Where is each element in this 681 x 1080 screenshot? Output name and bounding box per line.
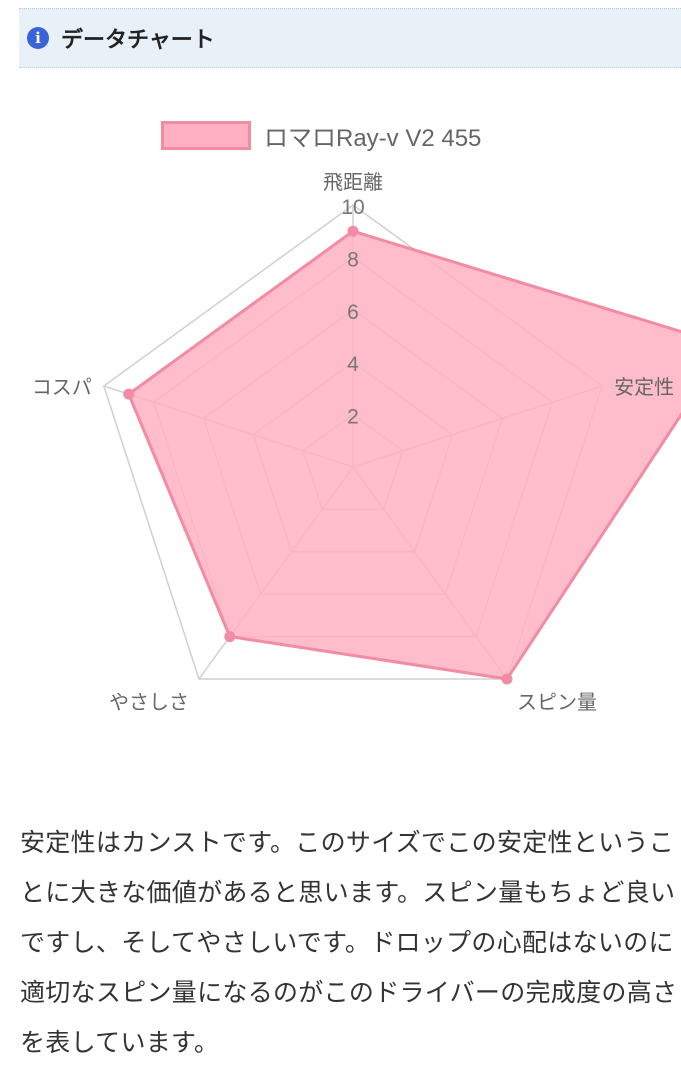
chart-legend[interactable]: ロマロRay-v V2 455 bbox=[161, 118, 481, 153]
info-icon: i bbox=[27, 27, 49, 49]
tick-label: 2 bbox=[347, 406, 359, 429]
series-area bbox=[126, 229, 681, 681]
tick-label: 4 bbox=[347, 353, 359, 376]
axis-label: 飛距離 bbox=[323, 170, 383, 194]
legend-swatch bbox=[161, 121, 251, 150]
data-point-3 bbox=[224, 631, 236, 643]
axis-label: スピン量 bbox=[517, 690, 597, 714]
description-text: 安定性はカンストです。このサイズでこの安定性ということに大きな価値があると思いま… bbox=[20, 828, 678, 1057]
legend-label: ロマロRay-v V2 455 bbox=[264, 125, 482, 152]
data-point-2 bbox=[501, 673, 513, 685]
tick-label: 10 bbox=[341, 196, 364, 219]
section-title: データチャート bbox=[61, 28, 215, 53]
axis-label: コスパ bbox=[32, 375, 92, 399]
tick-label: 6 bbox=[347, 301, 359, 324]
tick-label: 8 bbox=[347, 248, 359, 271]
axis-label: 安定性 bbox=[614, 375, 674, 399]
data-point-4 bbox=[123, 388, 135, 400]
section-header: i データチャート bbox=[19, 8, 681, 68]
data-point-0 bbox=[347, 225, 359, 237]
axis-label: やさしさ bbox=[109, 690, 189, 714]
